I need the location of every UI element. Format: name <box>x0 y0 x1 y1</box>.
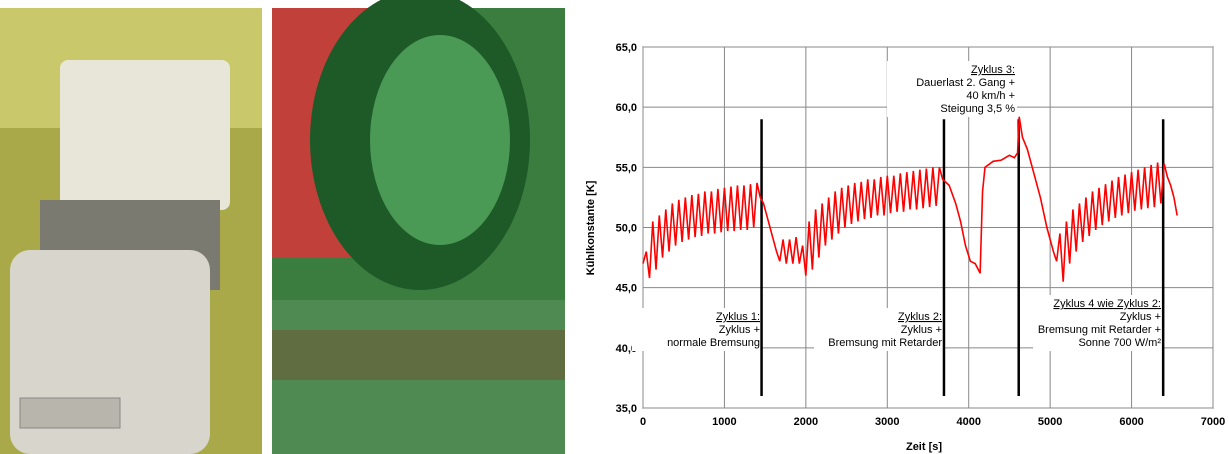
y-tick-label: 55,0 <box>616 162 637 174</box>
x-tick-label: 0 <box>640 416 646 428</box>
annotation-text: Zyklus + <box>1120 311 1161 323</box>
y-tick-label: 65,0 <box>616 42 637 54</box>
annotation-text: Steigung 3,5 % <box>940 103 1015 115</box>
x-tick-label: 5000 <box>1038 416 1062 428</box>
annotation-text: Zyklus 4 wie Zyklus 2: <box>1053 298 1161 310</box>
annotation-text: Zyklus + <box>719 324 760 336</box>
x-axis-title: Zeit [s] <box>906 441 942 453</box>
y-tick-label: 35,0 <box>616 403 637 415</box>
annotation-text: Sonne 700 W/m² <box>1078 337 1161 349</box>
x-tick-label: 3000 <box>875 416 899 428</box>
y-axis-title: Kühlkonstante [K] <box>585 180 597 275</box>
annotation-text: Dauerlast 2. Gang + <box>916 77 1015 89</box>
annotation-text: 40 km/h + <box>966 90 1015 102</box>
annotation-text: normale Bremsung <box>667 337 760 349</box>
x-tick-label: 6000 <box>1119 416 1143 428</box>
x-tick-label: 7000 <box>1201 416 1225 428</box>
x-tick-label: 1000 <box>712 416 736 428</box>
y-tick-label: 45,0 <box>616 283 637 295</box>
page: Zeit [s] Kühlkonstante [K] 35,040,045,05… <box>0 0 1229 454</box>
y-tick-label: 60,0 <box>616 102 637 114</box>
annotation-text: Zyklus 2: <box>898 311 942 323</box>
annotation-text: Zyklus + <box>901 324 942 336</box>
y-tick-label: 50,0 <box>616 223 637 235</box>
x-tick-label: 4000 <box>956 416 980 428</box>
chart: Zeit [s] Kühlkonstante [K] 35,040,045,05… <box>0 0 1229 454</box>
x-tick-label: 2000 <box>794 416 818 428</box>
annotation-text: Bremsung mit Retarder + <box>1038 324 1161 336</box>
annotation-text: Bremsung mit Retarder <box>828 337 942 349</box>
annotation-text: Zyklus 1: <box>716 311 760 323</box>
annotation-text: Zyklus 3: <box>971 64 1015 76</box>
